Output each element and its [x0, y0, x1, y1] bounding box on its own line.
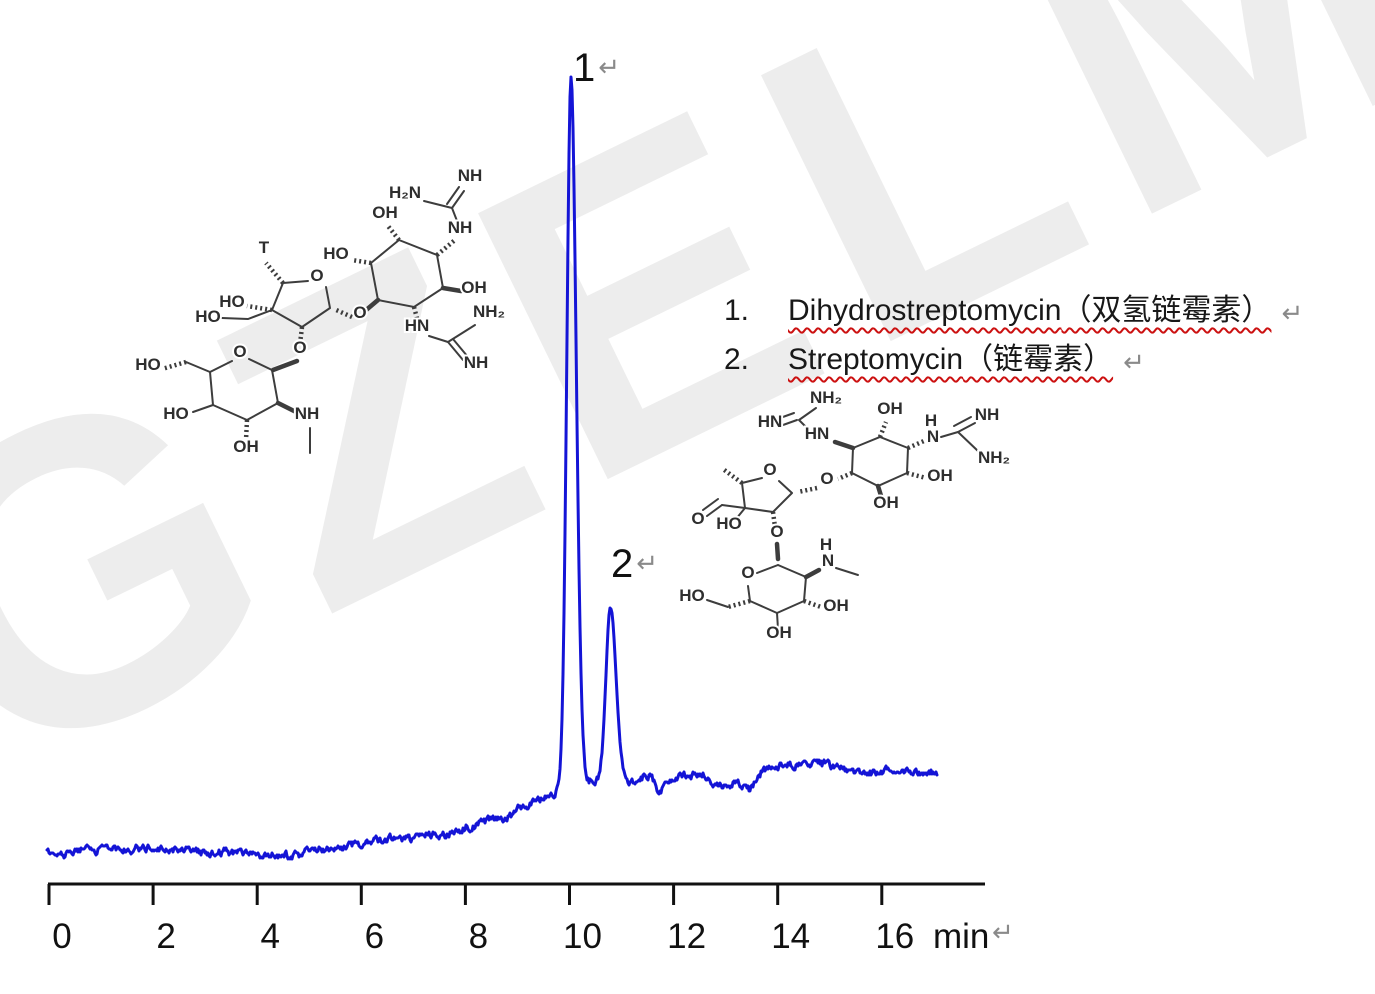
x-tick-label: 0 — [52, 917, 71, 956]
atom-label: OH — [372, 203, 398, 222]
bonds — [702, 407, 980, 630]
peak-2-marker: 2 ↵ — [611, 544, 658, 584]
atom-label: NH — [464, 353, 489, 372]
atom-label: NH₂ — [810, 388, 842, 407]
atom-label: O — [233, 342, 246, 361]
atom-label: O — [763, 460, 776, 479]
atom-label: H₂N — [389, 183, 421, 202]
legend-item: 1. Dihydrostreptomycin（双氢链霉素） ↵ — [724, 285, 1303, 334]
atom-label: NH₂ — [978, 448, 1010, 467]
atom-label: OH — [233, 437, 259, 456]
chromatogram-trace — [45, 75, 939, 861]
peak-1-label: 1 — [573, 46, 596, 90]
atom-label: O — [820, 469, 833, 488]
atom-label: NH — [975, 405, 1000, 424]
x-tick-label: 14 — [771, 917, 810, 956]
x-tick-label: 16 — [875, 917, 914, 956]
atom-label: T — [259, 238, 270, 257]
peak-2-label: 2 — [611, 542, 634, 586]
paragraph-return-icon: ↵ — [598, 52, 621, 82]
atom-label: N — [822, 551, 834, 570]
atom-label: OH — [873, 493, 899, 512]
atom-label: HO — [219, 292, 245, 311]
bonds — [161, 186, 476, 454]
atom-label: HO — [195, 307, 221, 326]
atom-label: HN — [405, 316, 430, 335]
x-tick-label: 6 — [365, 917, 384, 956]
x-tick-label: 8 — [469, 917, 488, 956]
atom-label: HO — [323, 244, 349, 263]
atom-label: OH — [877, 399, 903, 418]
x-tick-label: 12 — [667, 917, 706, 956]
atom-label: OH — [766, 623, 792, 642]
atom-label: O — [741, 563, 754, 582]
atom-label: N — [927, 427, 939, 446]
atom-label: HO — [135, 355, 161, 374]
atom-label: O — [691, 509, 704, 528]
atom-label: HO — [163, 404, 189, 423]
legend: 1. Dihydrostreptomycin（双氢链霉素） ↵ 2. Strep… — [724, 285, 1303, 383]
atom-label: HN — [805, 424, 830, 443]
x-tick-label: 4 — [260, 917, 279, 956]
x-tick-label: 2 — [156, 917, 175, 956]
legend-item: 2. Streptomycin（链霉素） ↵ — [724, 334, 1303, 383]
legend-item-number: 2. — [724, 343, 750, 376]
atom-label: HO — [716, 514, 742, 533]
atom-label: H — [925, 411, 937, 430]
atom-label: O — [770, 522, 783, 541]
paragraph-return-icon: ↵ — [636, 548, 659, 578]
atom-label: O — [293, 338, 306, 357]
atom-label: HN — [758, 412, 783, 431]
atom-label: NH₂ — [473, 302, 505, 321]
x-tick-label: 10 — [563, 917, 602, 956]
atom-label: O — [353, 303, 366, 322]
legend-item-number: 1. — [724, 294, 750, 327]
paragraph-return-icon: ↵ — [992, 917, 1014, 947]
paragraph-return-icon: ↵ — [1123, 347, 1145, 377]
atom-label: OH — [461, 278, 487, 297]
atom-label: OH — [927, 466, 953, 485]
legend-item-name: Streptomycin（链霉素） — [788, 343, 1114, 376]
peak-1-marker: 1 ↵ — [573, 48, 620, 88]
legend-item-name: Dihydrostreptomycin（双氢链霉素） — [788, 294, 1272, 327]
atom-label: NH — [295, 404, 320, 423]
atom-label: O — [310, 266, 323, 285]
atom-label: NH — [458, 166, 483, 185]
atom-label: HO — [679, 586, 705, 605]
atom-label: H — [820, 535, 832, 554]
x-axis-unit-label: min — [933, 917, 989, 956]
atom-label: NH — [448, 218, 473, 237]
atom-label: OH — [823, 596, 849, 615]
paragraph-return-icon: ↵ — [1281, 298, 1304, 328]
